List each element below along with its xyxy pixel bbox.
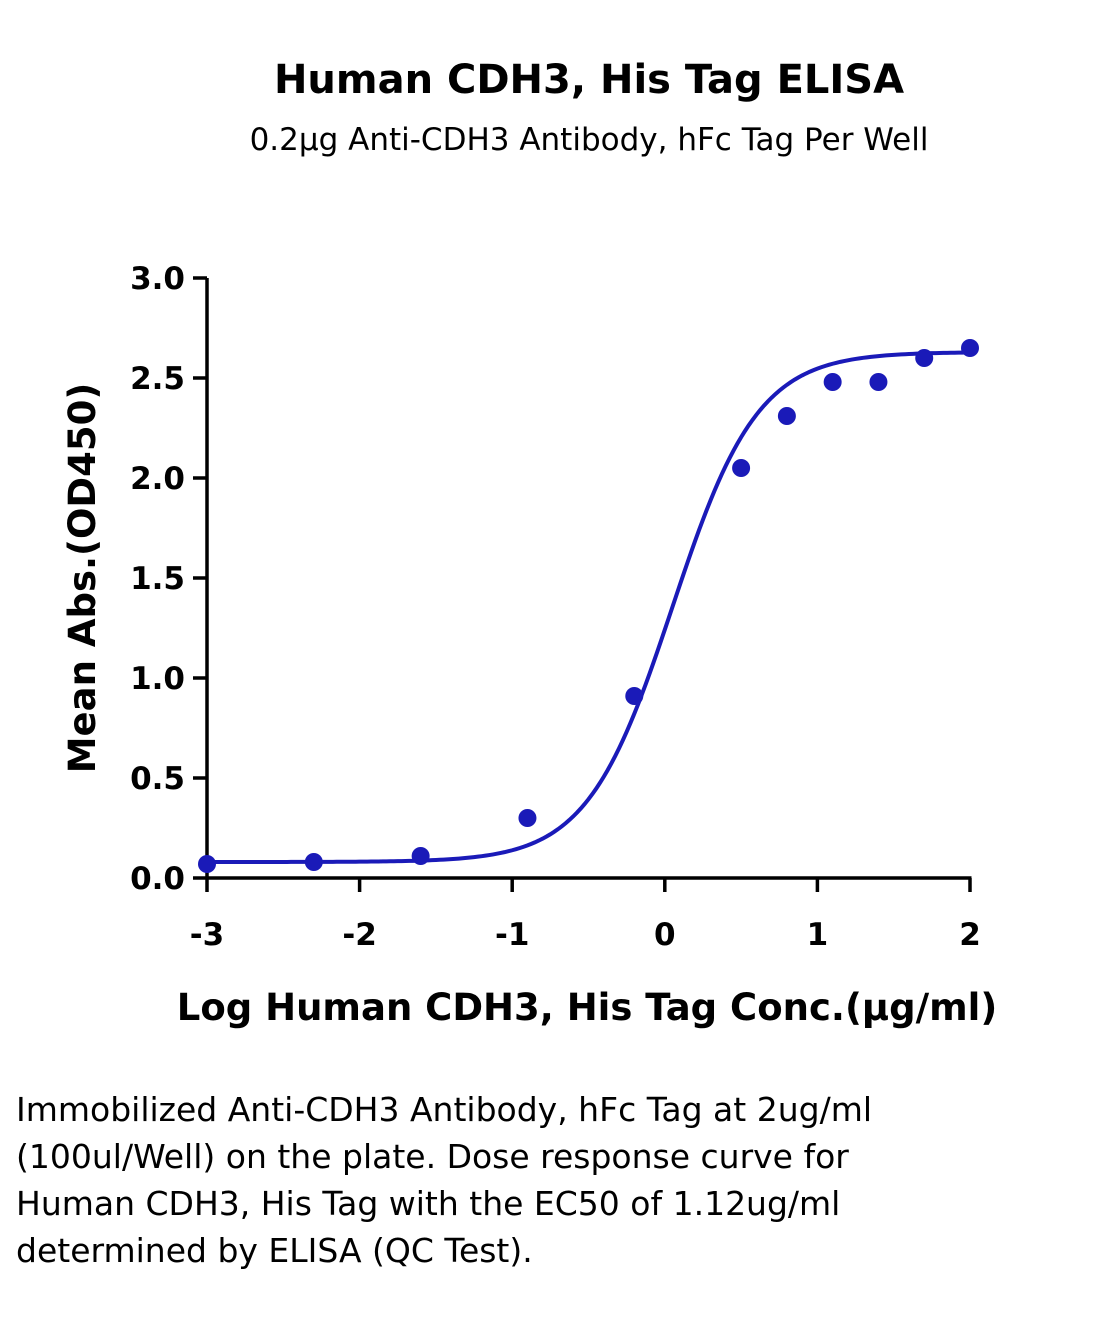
elisa-chart: Human CDH3, His Tag ELISA 0.2μg Anti-CDH… [61, 57, 997, 1029]
x-axis-label: Log Human CDH3, His Tag Conc.(μg/ml) [177, 986, 997, 1029]
data-points [198, 339, 979, 873]
y-tick-label: 0.0 [130, 861, 185, 897]
y-tick-label: 1.0 [130, 661, 185, 697]
data-point [304, 853, 323, 871]
data-point [732, 459, 751, 477]
data-point [823, 373, 842, 391]
x-tick-label: -1 [495, 917, 529, 953]
data-point [961, 339, 979, 357]
x-tick-label: -2 [342, 917, 376, 953]
chart-subtitle: 0.2μg Anti-CDH3 Antibody, hFc Tag Per We… [250, 122, 929, 158]
fit-curve [207, 350, 971, 864]
x-tick-label: 2 [959, 917, 981, 953]
data-point [411, 847, 430, 865]
data-point [198, 855, 216, 873]
data-point [518, 809, 537, 827]
y-tick-label: 3.0 [130, 261, 185, 297]
ticks: 0.0 0.5 1.0 1.5 2.0 2.5 3.0 -3 -2 -1 0 1 2 [130, 261, 981, 953]
data-point [915, 349, 934, 367]
fit-curve-layer [207, 350, 971, 864]
data-point [777, 407, 796, 425]
x-tick-label: -3 [190, 917, 224, 953]
figure-caption: Immobilized Anti-CDH3 Antibody, hFc Tag … [16, 1090, 873, 1270]
y-tick-label: 2.5 [130, 361, 185, 397]
y-tick-label: 2.0 [130, 461, 185, 497]
y-tick-label: 0.5 [130, 761, 185, 797]
y-tick-label: 1.5 [130, 561, 185, 597]
x-tick-label: 0 [654, 917, 676, 953]
data-point [869, 373, 888, 391]
x-tick-label: 1 [807, 917, 829, 953]
data-point [625, 687, 644, 705]
y-axis-label: Mean Abs.(OD450) [61, 383, 104, 774]
chart-title: Human CDH3, His Tag ELISA [274, 57, 904, 103]
axes [205, 278, 972, 880]
